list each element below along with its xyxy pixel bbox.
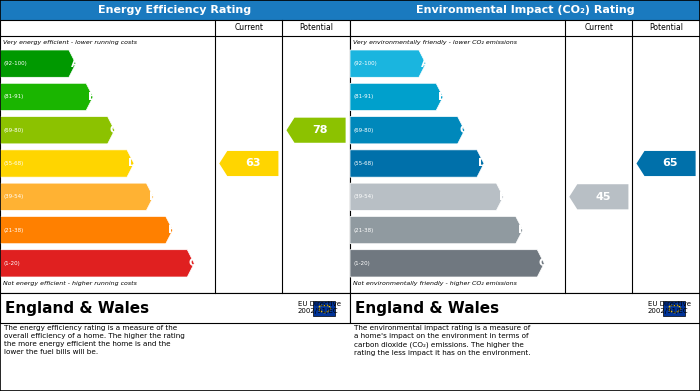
Text: Not energy efficient - higher running costs: Not energy efficient - higher running co… — [3, 281, 137, 286]
Text: B: B — [438, 92, 447, 102]
Polygon shape — [0, 150, 134, 177]
Text: EU Directive
2002/91/EC: EU Directive 2002/91/EC — [648, 301, 691, 314]
Polygon shape — [0, 117, 115, 144]
Text: (21-38): (21-38) — [353, 228, 373, 233]
Bar — [350, 0, 700, 20]
Text: E: E — [148, 192, 156, 202]
Bar — [350, 293, 700, 323]
Polygon shape — [0, 83, 93, 111]
Polygon shape — [0, 217, 173, 244]
Text: (21-38): (21-38) — [3, 228, 23, 233]
Text: C: C — [110, 125, 118, 135]
Polygon shape — [350, 250, 545, 277]
Text: Energy Efficiency Rating: Energy Efficiency Rating — [99, 5, 251, 15]
Text: 78: 78 — [312, 125, 328, 135]
Text: (39-54): (39-54) — [3, 194, 23, 199]
Polygon shape — [350, 117, 465, 144]
Polygon shape — [350, 83, 443, 111]
Text: The environmental impact rating is a measure of
a home's impact on the environme: The environmental impact rating is a mea… — [354, 325, 531, 355]
Text: Current: Current — [584, 23, 613, 32]
Polygon shape — [350, 150, 484, 177]
Text: (92-100): (92-100) — [3, 61, 27, 66]
Text: (81-91): (81-91) — [3, 95, 23, 99]
Text: (55-68): (55-68) — [3, 161, 23, 166]
Text: F: F — [168, 225, 176, 235]
Text: (1-20): (1-20) — [353, 261, 370, 266]
Polygon shape — [636, 151, 696, 176]
Text: Environmental Impact (CO₂) Rating: Environmental Impact (CO₂) Rating — [416, 5, 634, 15]
Text: England & Wales: England & Wales — [355, 301, 499, 316]
Text: E: E — [498, 192, 506, 202]
Text: The energy efficiency rating is a measure of the
overall efficiency of a home. T: The energy efficiency rating is a measur… — [4, 325, 185, 355]
Polygon shape — [0, 50, 76, 77]
Polygon shape — [350, 183, 503, 210]
Bar — [0, 293, 350, 323]
Text: (81-91): (81-91) — [353, 95, 373, 99]
Text: B: B — [88, 92, 97, 102]
Text: (39-54): (39-54) — [353, 194, 373, 199]
Text: A: A — [421, 59, 429, 69]
Bar — [350, 20, 700, 293]
Polygon shape — [0, 250, 195, 277]
Polygon shape — [350, 50, 426, 77]
Polygon shape — [0, 183, 153, 210]
Text: EU Directive
2002/91/EC: EU Directive 2002/91/EC — [298, 301, 341, 314]
Text: D: D — [478, 158, 488, 169]
Text: Very energy efficient - lower running costs: Very energy efficient - lower running co… — [3, 40, 137, 45]
Text: Potential: Potential — [649, 23, 683, 32]
Text: (55-68): (55-68) — [353, 161, 373, 166]
Text: Not environmentally friendly - higher CO₂ emissions: Not environmentally friendly - higher CO… — [353, 281, 517, 286]
Text: Potential: Potential — [299, 23, 333, 32]
Text: (69-80): (69-80) — [353, 128, 373, 133]
Polygon shape — [219, 151, 279, 176]
Text: A: A — [71, 59, 79, 69]
Text: (92-100): (92-100) — [353, 61, 377, 66]
Bar — [0, 0, 350, 20]
Polygon shape — [350, 217, 523, 244]
Text: G: G — [189, 258, 198, 268]
Bar — [0, 20, 350, 293]
Text: F: F — [518, 225, 526, 235]
Text: 63: 63 — [245, 158, 260, 169]
Text: Current: Current — [234, 23, 263, 32]
Text: 65: 65 — [662, 158, 678, 169]
Text: Very environmentally friendly - lower CO₂ emissions: Very environmentally friendly - lower CO… — [353, 40, 517, 45]
Bar — [663, 301, 685, 316]
Text: D: D — [128, 158, 138, 169]
Text: England & Wales: England & Wales — [5, 301, 149, 316]
Text: (69-80): (69-80) — [3, 128, 23, 133]
Bar — [313, 301, 335, 316]
Polygon shape — [286, 118, 346, 143]
Text: C: C — [460, 125, 468, 135]
Polygon shape — [569, 184, 629, 209]
Text: G: G — [539, 258, 548, 268]
Text: (1-20): (1-20) — [3, 261, 20, 266]
Text: 45: 45 — [595, 192, 610, 202]
